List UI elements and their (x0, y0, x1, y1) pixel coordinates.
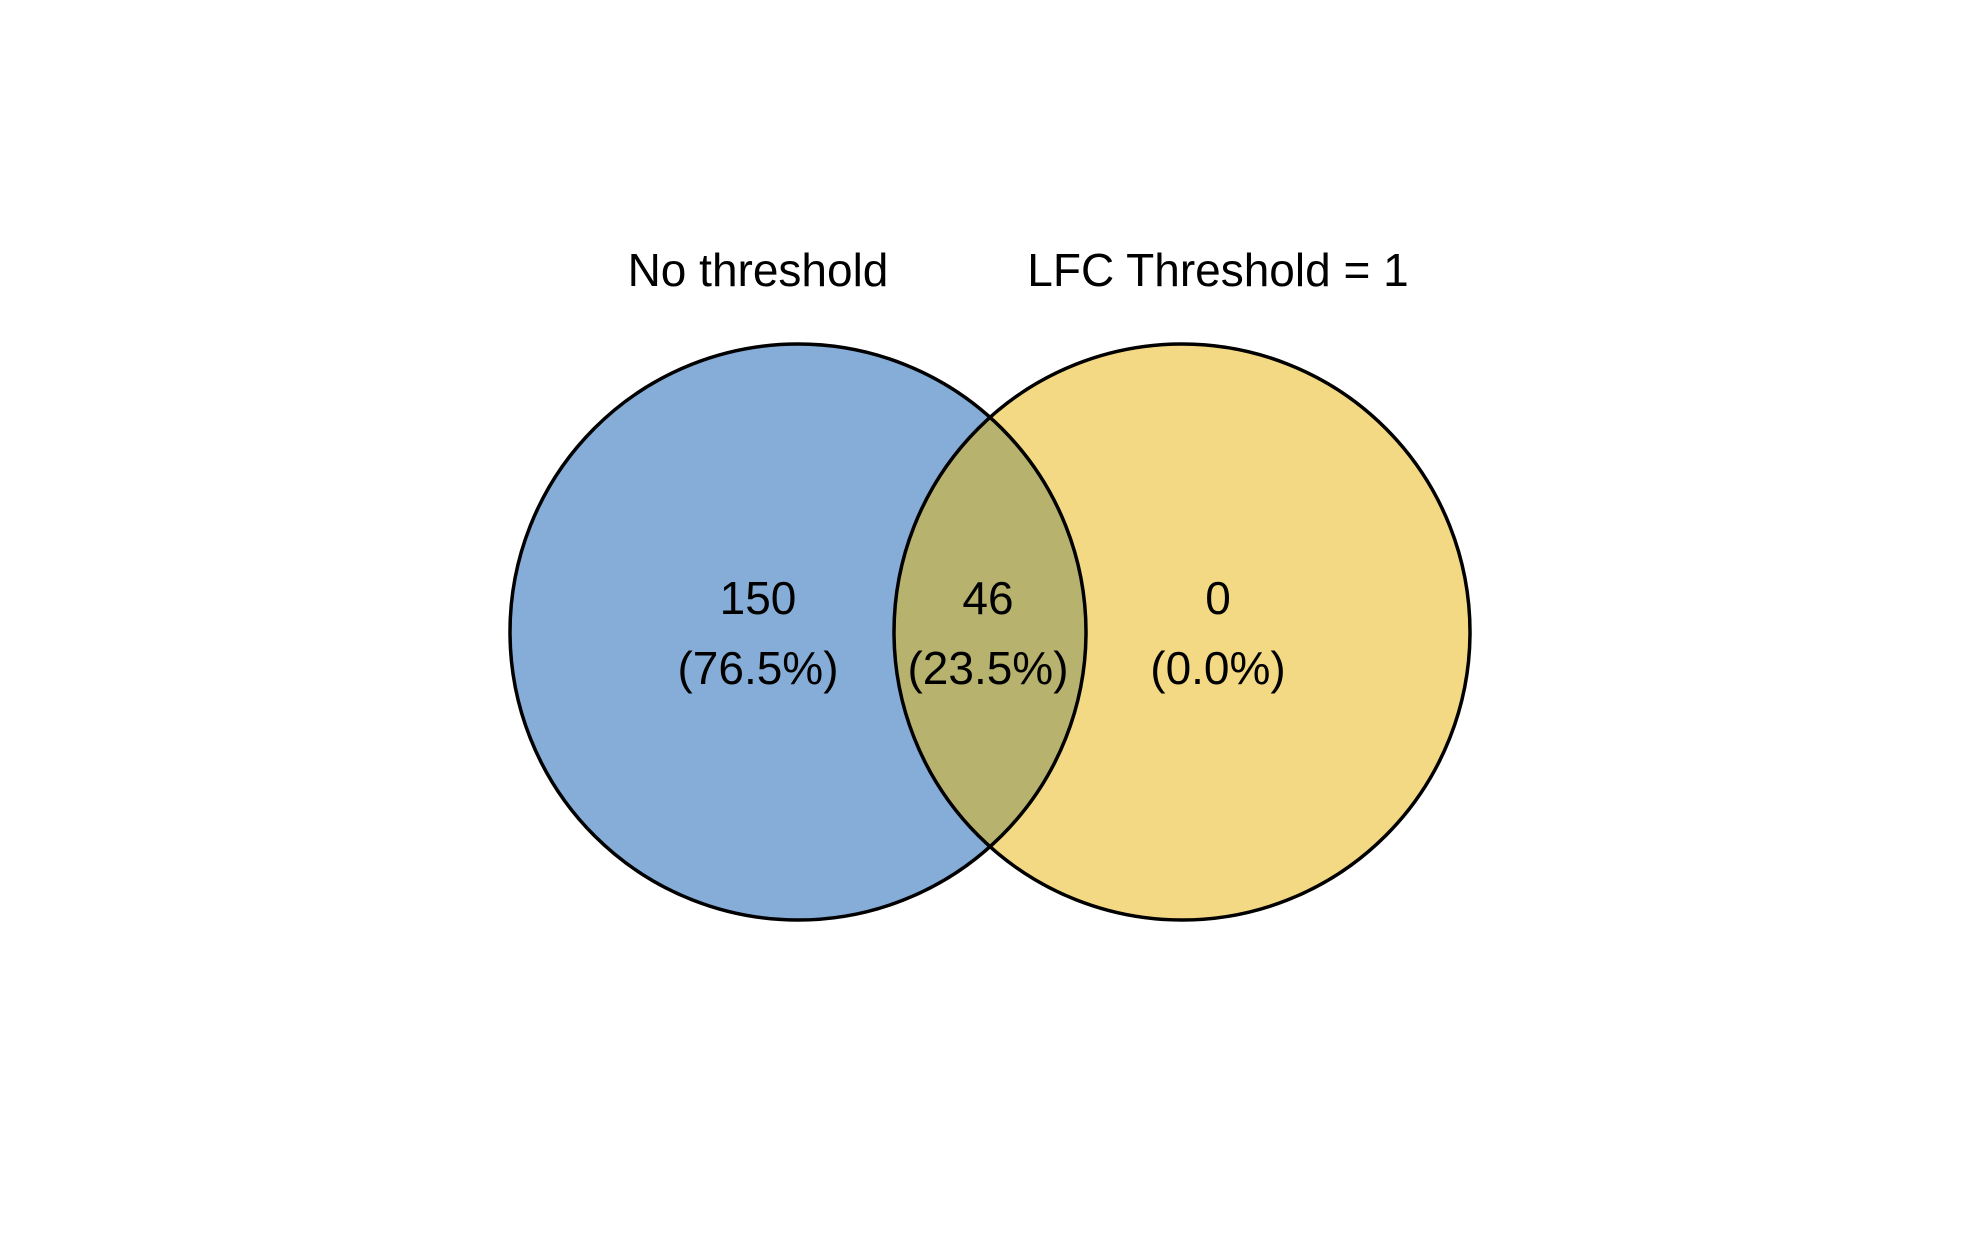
set-label-no-threshold: No threshold (628, 244, 889, 296)
set-outline-lfc-threshold (892, 342, 1472, 922)
set-outline-no-threshold (508, 342, 1088, 922)
region-only-b-percent: (0.0%) (1150, 642, 1285, 694)
region-both-percent: (23.5%) (907, 642, 1068, 694)
region-only-a-percent: (76.5%) (677, 642, 838, 694)
overlap-region (894, 344, 1086, 920)
set-label-lfc-threshold: LFC Threshold = 1 (1027, 244, 1408, 296)
region-only-b-count: 0 (1205, 572, 1231, 624)
region-only-a-count: 150 (720, 572, 797, 624)
region-both-count: 46 (962, 572, 1013, 624)
